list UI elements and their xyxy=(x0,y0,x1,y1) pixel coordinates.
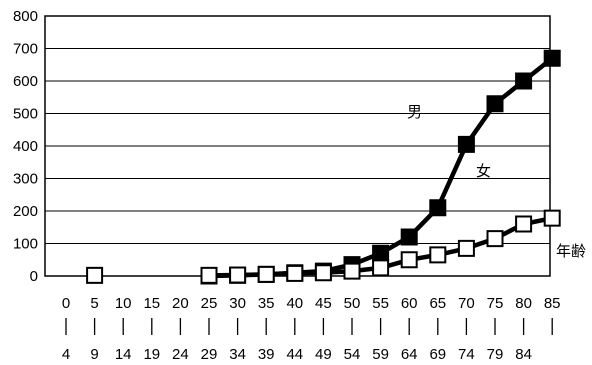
data-point-male xyxy=(457,135,475,153)
data-point-female xyxy=(257,265,275,283)
x-tick-label-bottom: 19 xyxy=(143,346,160,363)
data-point-female xyxy=(543,209,561,227)
data-point-male xyxy=(486,95,504,113)
x-tick-label-bottom: 29 xyxy=(201,346,218,363)
x-tick-label-top: 65 xyxy=(429,295,446,312)
x-tick-label-bottom: 59 xyxy=(372,346,389,363)
y-tick-label: 700 xyxy=(13,41,38,58)
x-tick-label-bottom: 34 xyxy=(229,346,246,363)
data-point-male xyxy=(543,49,561,67)
x-tick-label-top: 60 xyxy=(401,295,418,312)
x-tick-label-top: 30 xyxy=(229,295,246,312)
data-point-female xyxy=(343,262,361,280)
x-tick-label-top: 75 xyxy=(487,295,504,312)
x-tick-label-bottom: 74 xyxy=(458,346,475,363)
x-tick-label-top: 35 xyxy=(258,295,275,312)
x-tick-label-top: 70 xyxy=(458,295,475,312)
x-tick-label-top: 20 xyxy=(172,295,189,312)
data-point-female xyxy=(400,251,418,269)
data-point-female xyxy=(372,259,390,277)
x-tick-label-bottom: 14 xyxy=(115,346,132,363)
x-axis-label: 年齢 xyxy=(556,243,586,260)
x-tick-label-bottom: 4 xyxy=(62,346,70,363)
data-point-male xyxy=(429,199,447,217)
x-tick-label-top: 85 xyxy=(544,295,561,312)
data-point-female xyxy=(429,246,447,264)
y-tick-label: 0 xyxy=(30,268,38,285)
x-tick-label-bottom: 49 xyxy=(315,346,332,363)
x-tick-label-bottom: 69 xyxy=(429,346,446,363)
x-axis-ticks: 0459101415192024252930343539404445495054… xyxy=(62,295,561,363)
x-tick-label-top: 10 xyxy=(115,295,132,312)
x-tick-label-top: 5 xyxy=(90,295,98,312)
series-label-female: 女 xyxy=(476,162,491,180)
x-tick-label-top: 55 xyxy=(372,295,389,312)
x-tick-label-bottom: 9 xyxy=(90,346,98,363)
data-point-female xyxy=(286,264,304,282)
x-tick-label-bottom: 54 xyxy=(344,346,361,363)
x-tick-label-top: 45 xyxy=(315,295,332,312)
y-tick-label: 200 xyxy=(13,203,38,220)
x-tick-label-bottom: 44 xyxy=(286,346,303,363)
series-markers xyxy=(86,49,561,285)
data-point-male xyxy=(515,72,533,90)
data-point-female xyxy=(486,230,504,248)
y-tick-label: 800 xyxy=(13,8,38,25)
data-point-female xyxy=(86,266,104,284)
gridlines xyxy=(45,48,550,244)
data-point-male xyxy=(372,244,390,262)
x-tick-label-bottom: 64 xyxy=(401,346,418,363)
data-point-female xyxy=(314,264,332,282)
y-tick-label: 300 xyxy=(13,171,38,188)
x-tick-label-bottom: 24 xyxy=(172,346,189,363)
x-tick-label-bottom: 79 xyxy=(487,346,504,363)
x-tick-label-top: 25 xyxy=(201,295,218,312)
data-point-female xyxy=(200,266,218,284)
data-point-female xyxy=(229,266,247,284)
data-point-female xyxy=(457,239,475,257)
y-tick-label: 600 xyxy=(13,73,38,90)
data-point-male xyxy=(400,228,418,246)
series-label-male: 男 xyxy=(407,104,422,121)
y-tick-label: 100 xyxy=(13,236,38,253)
x-tick-label-top: 0 xyxy=(62,295,70,312)
x-tick-label-bottom: 84 xyxy=(515,346,532,363)
y-axis-ticks: 0 100 200 300 400 500 600 700 800 xyxy=(13,8,38,285)
x-tick-label-top: 40 xyxy=(286,295,303,312)
y-tick-label: 400 xyxy=(13,138,38,155)
x-tick-label-top: 50 xyxy=(344,295,361,312)
y-tick-label: 500 xyxy=(13,106,38,123)
data-point-female xyxy=(515,215,533,233)
x-tick-label-top: 15 xyxy=(143,295,160,312)
x-tick-label-top: 80 xyxy=(515,295,532,312)
x-tick-label-bottom: 39 xyxy=(258,346,275,363)
